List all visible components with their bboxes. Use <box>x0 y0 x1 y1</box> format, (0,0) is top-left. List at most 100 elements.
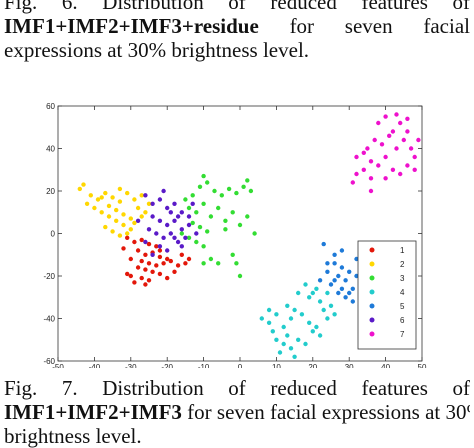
x-tick-label: 20 <box>308 363 317 368</box>
data-point-class-4 <box>299 312 305 317</box>
data-point-class-1 <box>165 256 170 262</box>
data-point-class-7 <box>412 167 417 172</box>
data-point-class-1 <box>132 239 137 245</box>
data-point-class-2 <box>128 216 133 221</box>
data-point-class-3 <box>194 210 199 215</box>
data-point-class-4 <box>259 316 264 321</box>
legend: 1 2 3 4 5 6 7 <box>357 240 417 350</box>
data-point-class-7 <box>405 163 410 168</box>
x-tick-label: 50 <box>418 363 427 368</box>
data-point-class-7 <box>398 120 403 126</box>
data-point-class-4 <box>307 320 312 325</box>
figure-7-caption-rest: for seven facial expressions at 30% <box>181 400 470 424</box>
data-point-class-4 <box>285 333 290 338</box>
data-point-class-6 <box>186 222 192 228</box>
y-tick-label: -40 <box>43 315 55 324</box>
data-point-class-1 <box>150 269 155 274</box>
x-tick-label: -10 <box>198 363 210 368</box>
data-point-class-4 <box>296 290 301 296</box>
data-point-class-7 <box>350 180 355 185</box>
data-point-class-3 <box>245 214 250 219</box>
data-point-class-5 <box>332 278 337 283</box>
figure-6-caption-line-3: expressions at 30% brightness level. <box>4 38 310 62</box>
data-point-class-3 <box>194 239 199 245</box>
data-point-class-6 <box>179 244 184 249</box>
data-point-class-5 <box>354 273 359 279</box>
data-point-class-5 <box>354 256 359 262</box>
data-point-class-7 <box>390 167 396 172</box>
legend-label: 4 <box>400 288 405 297</box>
data-point-class-2 <box>95 197 101 202</box>
x-tick-label: -30 <box>125 363 137 368</box>
data-point-class-2 <box>117 186 123 192</box>
legend-marker <box>369 261 375 267</box>
data-point-class-6 <box>143 193 148 198</box>
data-point-class-2 <box>132 197 137 202</box>
data-point-class-1 <box>146 278 152 283</box>
data-point-class-3 <box>212 188 217 194</box>
data-point-class-5 <box>343 278 348 283</box>
figure-6-caption-line-2: IMF1+IMF2+IMF3+residue for seven facial <box>4 14 470 38</box>
data-point-class-2 <box>81 182 86 187</box>
data-point-class-7 <box>398 171 403 177</box>
legend-marker <box>369 289 375 295</box>
data-point-class-6 <box>175 214 181 219</box>
data-point-class-6 <box>190 201 195 206</box>
data-point-class-4 <box>325 290 330 296</box>
data-point-class-5 <box>347 269 352 274</box>
data-point-class-2 <box>92 205 97 211</box>
data-point-class-1 <box>132 280 137 285</box>
data-point-class-7 <box>401 137 406 143</box>
data-point-class-7 <box>376 163 381 168</box>
data-point-class-6 <box>150 201 155 206</box>
data-point-class-6 <box>168 210 173 215</box>
data-point-class-7 <box>383 154 388 160</box>
data-point-class-2 <box>146 201 152 206</box>
data-point-class-3 <box>197 184 203 189</box>
data-point-class-4 <box>266 320 272 325</box>
data-point-class-3 <box>226 186 232 192</box>
figure-6-caption-rest: for seven facial <box>289 14 470 38</box>
data-point-class-7 <box>376 120 381 126</box>
data-point-class-3 <box>186 235 192 240</box>
figure-6-caption: Fig. 6. Distribution of reduced features… <box>4 0 470 62</box>
data-point-class-3 <box>230 210 235 215</box>
y-tick-label: 20 <box>46 187 55 196</box>
data-point-class-4 <box>281 324 286 330</box>
data-point-class-4 <box>328 303 334 308</box>
legend-label: 5 <box>400 302 405 311</box>
data-point-class-4 <box>303 341 308 347</box>
data-point-class-5 <box>339 265 345 270</box>
data-point-class-3 <box>216 261 221 266</box>
data-point-class-1 <box>157 271 163 277</box>
data-point-class-5 <box>325 269 330 274</box>
data-point-class-4 <box>288 316 294 321</box>
legend-label: 1 <box>400 246 405 255</box>
data-point-class-1 <box>128 256 133 262</box>
data-point-class-7 <box>368 159 374 164</box>
data-point-class-4 <box>274 337 279 342</box>
data-point-class-5 <box>332 261 337 266</box>
data-point-class-3 <box>241 184 246 189</box>
data-point-class-5 <box>317 278 323 283</box>
data-point-class-6 <box>157 244 163 249</box>
data-point-class-6 <box>161 188 166 194</box>
data-point-class-7 <box>387 133 392 138</box>
data-point-class-1 <box>139 258 144 264</box>
data-point-class-3 <box>237 273 243 279</box>
data-point-class-4 <box>303 282 308 287</box>
data-point-class-1 <box>143 267 148 272</box>
data-point-class-6 <box>186 214 192 219</box>
data-point-class-3 <box>230 252 235 257</box>
data-point-class-7 <box>405 116 410 121</box>
data-point-class-7 <box>383 176 388 181</box>
data-point-class-1 <box>139 275 144 281</box>
data-point-class-2 <box>88 193 94 198</box>
legend-box <box>357 240 417 350</box>
data-point-class-1 <box>172 269 177 274</box>
data-point-class-1 <box>121 246 126 251</box>
data-point-class-1 <box>146 241 152 247</box>
data-point-class-7 <box>361 150 366 155</box>
data-point-class-6 <box>183 235 188 240</box>
data-point-class-6 <box>161 235 166 240</box>
